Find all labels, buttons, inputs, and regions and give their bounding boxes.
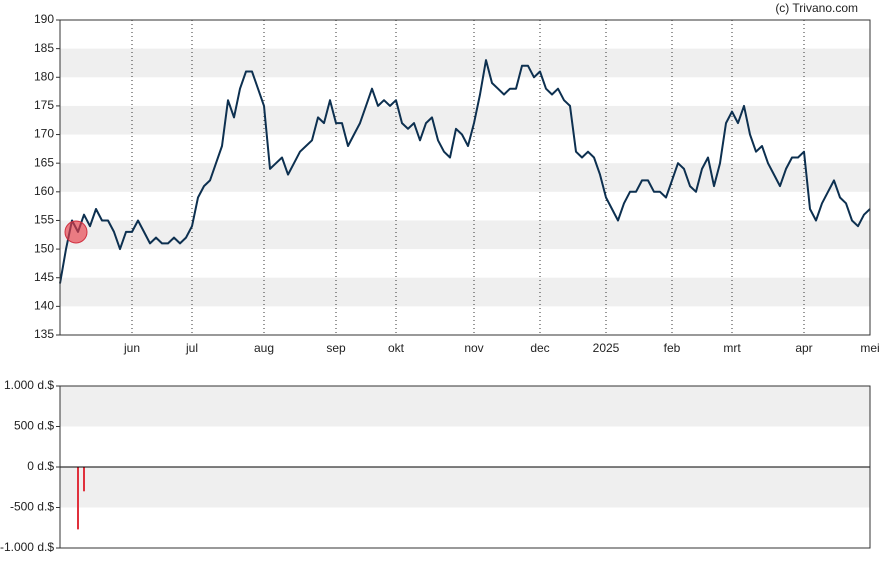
plot-frame: [59, 385, 871, 549]
y-tick-label: 0 d.$: [27, 459, 54, 473]
y-tick-label: 135: [34, 327, 54, 341]
y-tick-label: 500 d.$: [14, 419, 54, 433]
price-line: [59, 59, 871, 284]
y-tick-label: 140: [34, 299, 54, 313]
y-tick-label: 180: [34, 69, 54, 83]
y-tick-label: 175: [34, 98, 54, 112]
x-tick-label: aug: [254, 341, 274, 355]
y-tick-label: -1.000 d.$: [0, 540, 54, 554]
x-tick-label: mrt: [723, 341, 741, 355]
x-tick-label: nov: [464, 341, 483, 355]
y-tick-label: 185: [34, 41, 54, 55]
x-tick-label: 2025: [593, 341, 620, 355]
grid-band: [60, 163, 870, 192]
x-tick-label: mei: [860, 341, 879, 355]
y-tick-label: 150: [34, 241, 54, 255]
y-tick-label: 165: [34, 155, 54, 169]
bar: [83, 467, 85, 492]
grid-band: [60, 105, 870, 135]
grid-band: [60, 277, 870, 307]
x-tick-label: okt: [388, 341, 405, 355]
plot-frame: [59, 19, 871, 336]
x-tick-label: jun: [123, 341, 140, 355]
grid-band: [60, 386, 870, 427]
grid-band: [60, 220, 870, 250]
bar: [77, 467, 79, 530]
y-tick-label: 190: [34, 12, 54, 26]
y-tick-label: 145: [34, 270, 54, 284]
y-tick-label: 1.000 d.$: [4, 378, 54, 392]
x-tick-label: apr: [795, 341, 812, 355]
y-tick-label: 170: [34, 127, 54, 141]
credit: (c) Trivano.com: [775, 1, 858, 15]
grid-band: [60, 48, 870, 78]
x-tick-label: dec: [530, 341, 549, 355]
y-tick-label: -500 d.$: [10, 500, 54, 514]
grid-band: [60, 467, 870, 508]
y-tick-label: 160: [34, 184, 54, 198]
x-tick-label: feb: [664, 341, 681, 355]
event-marker: [64, 220, 88, 244]
x-tick-label: sep: [326, 341, 346, 355]
y-tick-label: 155: [34, 213, 54, 227]
x-tick-label: jul: [185, 341, 198, 355]
